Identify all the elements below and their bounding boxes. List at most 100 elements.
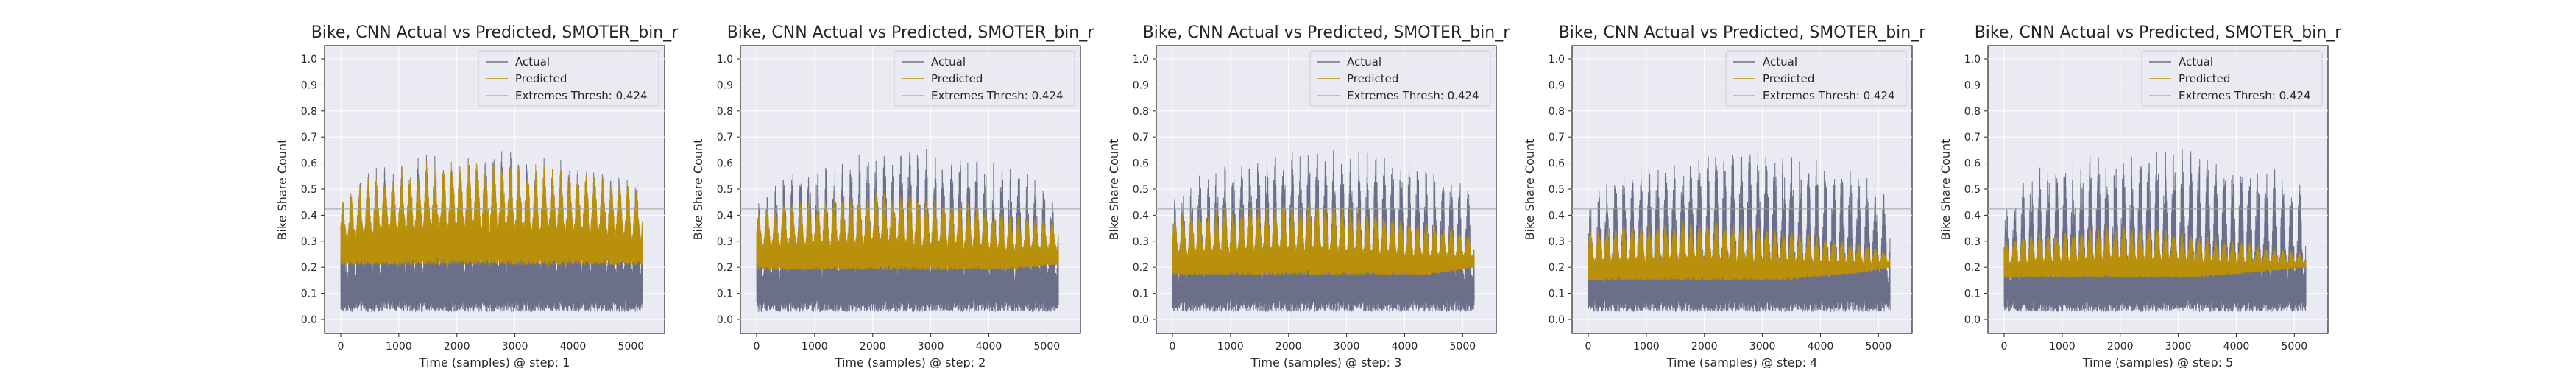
x-tick-label: 5000 — [1450, 341, 1476, 353]
series-predicted-line — [340, 161, 643, 266]
y-tick-label: 0.1 — [1133, 289, 1149, 300]
x-tick-label: 5000 — [1034, 341, 1061, 353]
x-tick-label: 0 — [1170, 341, 1176, 353]
y-tick-label: 0.2 — [1964, 262, 1981, 274]
y-axis-label: Bike Share Count — [1939, 139, 1953, 241]
y-tick-label: 1.0 — [1549, 54, 1565, 66]
legend: Actual Predicted Extremes Thresh: 0.424 — [478, 50, 659, 107]
legend-label-2: Predicted — [515, 72, 567, 85]
y-tick-label: 0.1 — [1549, 289, 1565, 300]
legend-label-3: Extremes Thresh: 0.424 — [515, 89, 648, 102]
y-tick-label: 0.7 — [301, 132, 317, 144]
y-tick-label: 0.6 — [717, 158, 733, 170]
legend: Actual Predicted Extremes Thresh: 0.424 — [2141, 50, 2323, 107]
y-tick-label: 0.4 — [1549, 210, 1565, 222]
x-tick-label: 5000 — [618, 341, 645, 353]
x-tick-label: 3000 — [502, 341, 528, 353]
y-tick-label: 0.4 — [1964, 210, 1981, 222]
y-tick-label: 0.7 — [717, 132, 733, 144]
y-axis-label: Bike Share Count — [691, 139, 705, 241]
y-tick-label: 0.0 — [1964, 314, 1981, 326]
legend-label-3: Extremes Thresh: 0.424 — [931, 89, 1064, 102]
chart-title: Bike, CNN Actual vs Predicted, SMOTER_bi… — [1143, 24, 1511, 42]
x-tick-label: 1000 — [1633, 341, 1660, 353]
legend-label-1: Actual — [931, 55, 966, 68]
y-tick-label: 0.8 — [717, 106, 733, 118]
legend: Actual Predicted Extremes Thresh: 0.424 — [894, 50, 1075, 107]
y-tick-label: 0.0 — [1133, 314, 1149, 326]
x-tick-label: 2000 — [860, 341, 886, 353]
legend-label-2: Predicted — [1763, 72, 1814, 85]
x-tick-label: 4000 — [1808, 341, 1834, 353]
y-tick-label: 0.5 — [717, 184, 733, 196]
chart-panel-2: 0.0 0.1 0.2 0.3 0.4 0.5 0.6 0.7 0.8 0.9 1.0 0 1000 20… — [691, 24, 1094, 368]
x-tick-label: 4000 — [560, 341, 587, 353]
y-tick-label: 0.9 — [1549, 79, 1565, 91]
x-tick-label: 1000 — [802, 341, 828, 353]
y-tick-label: 0.1 — [717, 289, 733, 300]
y-tick-label: 0.2 — [1549, 262, 1565, 274]
legend-box — [2141, 50, 2323, 107]
x-tick-label: 0 — [2001, 341, 2008, 353]
y-tick-label: 0.6 — [1549, 158, 1565, 170]
y-axis-label: Bike Share Count — [1523, 139, 1537, 241]
legend-label-2: Predicted — [2179, 72, 2230, 85]
y-tick-label: 0.7 — [1549, 132, 1565, 144]
y-tick-label: 0.6 — [1964, 158, 1981, 170]
y-tick-label: 0.9 — [1964, 79, 1981, 91]
x-tick-label: 3000 — [918, 341, 944, 353]
x-tick-label: 2000 — [2107, 341, 2134, 353]
x-tick-label: 3000 — [2165, 341, 2192, 353]
y-tick-label: 0.2 — [717, 262, 733, 274]
y-tick-label: 0.0 — [1549, 314, 1565, 326]
y-tick-label: 0.6 — [301, 158, 317, 170]
chart-panel-1: 0.0 0.1 0.2 0.3 0.4 0.5 0.6 0.7 0.8 0.9 1.0 0 1000 20… — [275, 24, 679, 368]
y-tick-label: 0.1 — [301, 289, 317, 300]
y-tick-label: 1.0 — [301, 54, 317, 66]
legend-box — [894, 50, 1075, 107]
x-axis-label: Time (samples) @ step: 1 — [419, 355, 570, 368]
y-axis-label: Bike Share Count — [275, 139, 289, 241]
legend-label-3: Extremes Thresh: 0.424 — [1763, 89, 1895, 102]
x-tick-label: 0 — [338, 341, 344, 353]
x-tick-label: 2000 — [1275, 341, 1302, 353]
legend-label-2: Predicted — [931, 72, 983, 85]
legend: Actual Predicted Extremes Thresh: 0.424 — [1309, 50, 1491, 107]
x-tick-label: 4000 — [2223, 341, 2250, 353]
x-tick-label: 2000 — [444, 341, 470, 353]
y-tick-label: 0.4 — [1133, 210, 1149, 222]
chart-title: Bike, CNN Actual vs Predicted, SMOTER_bi… — [727, 24, 1095, 42]
y-tick-label: 0.0 — [301, 314, 317, 326]
x-tick-label: 3000 — [1749, 341, 1776, 353]
y-axis-label: Bike Share Count — [1107, 139, 1121, 241]
y-tick-label: 0.8 — [301, 106, 317, 118]
y-tick-label: 0.3 — [1964, 236, 1981, 248]
legend-box — [1725, 50, 1907, 107]
y-tick-label: 0.9 — [1133, 79, 1149, 91]
y-tick-label: 0.1 — [1964, 289, 1981, 300]
y-tick-label: 0.6 — [1133, 158, 1149, 170]
y-tick-label: 0.3 — [301, 236, 317, 248]
chart-title: Bike, CNN Actual vs Predicted, SMOTER_bi… — [1559, 24, 1927, 42]
y-tick-label: 0.8 — [1133, 106, 1149, 118]
y-tick-label: 0.8 — [1549, 106, 1565, 118]
y-tick-label: 0.5 — [1964, 184, 1981, 196]
x-tick-label: 4000 — [976, 341, 1002, 353]
y-tick-label: 0.5 — [1133, 184, 1149, 196]
x-tick-label: 0 — [754, 341, 760, 353]
x-axis-label: Time (samples) @ step: 4 — [1666, 355, 1818, 368]
legend-label-2: Predicted — [1347, 72, 1398, 85]
y-tick-label: 1.0 — [717, 54, 733, 66]
x-tick-label: 3000 — [1334, 341, 1360, 353]
y-tick-label: 0.4 — [301, 210, 317, 222]
x-tick-label: 0 — [1585, 341, 1592, 353]
y-tick-label: 0.2 — [1133, 262, 1149, 274]
x-axis-label: Time (samples) @ step: 2 — [835, 355, 986, 368]
legend-label-1: Actual — [515, 55, 550, 68]
series-predicted-line — [1588, 221, 1891, 281]
legend-label-3: Extremes Thresh: 0.424 — [2179, 89, 2311, 102]
legend-box — [478, 50, 659, 107]
legend-label-1: Actual — [2179, 55, 2213, 68]
y-tick-label: 0.7 — [1964, 132, 1981, 144]
